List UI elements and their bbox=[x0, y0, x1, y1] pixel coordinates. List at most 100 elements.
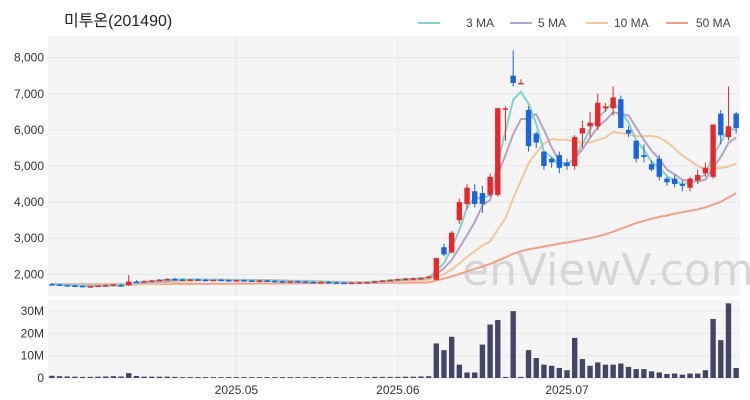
volume-bar bbox=[433, 343, 439, 378]
x-axis-ticks: 2025.05 2025.06 2025.07 bbox=[215, 383, 589, 397]
volume-bar bbox=[718, 340, 724, 378]
volume-bar bbox=[402, 376, 409, 378]
volume-bar bbox=[156, 376, 163, 378]
candle bbox=[510, 50, 516, 87]
volume-bar bbox=[333, 377, 340, 378]
candle bbox=[533, 131, 539, 148]
volume-bar bbox=[702, 370, 709, 378]
candle-body bbox=[472, 191, 478, 204]
candle-body bbox=[402, 278, 409, 281]
candle bbox=[495, 108, 501, 197]
candle bbox=[118, 283, 124, 287]
candle-body bbox=[64, 285, 70, 287]
candle-body bbox=[671, 178, 678, 185]
price-tick-label: 3,000 bbox=[14, 231, 44, 245]
candle bbox=[402, 277, 409, 281]
volume-bar bbox=[241, 377, 247, 378]
candle-body bbox=[733, 113, 739, 129]
volume-bar bbox=[556, 367, 563, 378]
candle-body bbox=[602, 106, 609, 109]
volume-bar bbox=[633, 369, 639, 378]
candle bbox=[372, 280, 378, 283]
volume-bar bbox=[625, 366, 632, 378]
volume-bar bbox=[579, 359, 586, 378]
candle-body bbox=[533, 133, 539, 143]
candle bbox=[387, 279, 393, 282]
candle bbox=[156, 279, 163, 282]
volume-bar bbox=[541, 364, 547, 378]
candle bbox=[79, 285, 86, 288]
candle-body bbox=[548, 158, 555, 163]
candle-body bbox=[249, 280, 255, 282]
candle bbox=[302, 280, 309, 284]
candle-body bbox=[95, 285, 101, 288]
candle-body bbox=[641, 155, 647, 157]
volume-bar bbox=[72, 376, 78, 378]
candle bbox=[102, 284, 109, 287]
volume-bar bbox=[110, 376, 117, 378]
candle-body bbox=[495, 108, 501, 195]
candle bbox=[548, 156, 555, 168]
candle-body bbox=[587, 122, 593, 127]
candle-body bbox=[149, 280, 155, 282]
legend-label-5ma: 5 MA bbox=[538, 16, 566, 30]
candle bbox=[149, 279, 155, 282]
candle bbox=[133, 280, 140, 284]
candle bbox=[87, 285, 93, 288]
candle bbox=[518, 79, 524, 85]
candle-body bbox=[479, 193, 486, 204]
volume-bar bbox=[679, 374, 686, 378]
candle bbox=[641, 144, 647, 163]
candle-body bbox=[541, 151, 547, 166]
candle-body bbox=[141, 281, 147, 283]
volume-bar bbox=[695, 373, 701, 378]
x-tick-label: 2025.05 bbox=[215, 383, 259, 397]
volume-bar bbox=[133, 375, 140, 378]
candle bbox=[195, 278, 201, 281]
volume-bar bbox=[564, 370, 570, 378]
volume-bar bbox=[64, 376, 70, 378]
volume-bar bbox=[495, 320, 501, 378]
candle-body bbox=[395, 279, 401, 281]
candle-body bbox=[656, 158, 662, 177]
candle bbox=[564, 158, 570, 170]
x-grid bbox=[235, 36, 568, 378]
volume-bar bbox=[233, 377, 240, 378]
candle bbox=[64, 284, 70, 287]
volume-bar bbox=[87, 376, 93, 378]
candle bbox=[502, 106, 509, 141]
volume-bar bbox=[648, 371, 655, 378]
volume-bar bbox=[671, 373, 678, 378]
candle-body bbox=[126, 281, 132, 286]
chart-title: 미투온(201490) bbox=[64, 12, 172, 30]
candle bbox=[718, 110, 724, 145]
candle-body bbox=[210, 279, 217, 282]
candle bbox=[341, 281, 347, 285]
volume-bar bbox=[249, 377, 255, 378]
volume-bar bbox=[195, 377, 201, 378]
candle-body bbox=[418, 277, 424, 280]
candle-body bbox=[464, 187, 470, 204]
volume-bar bbox=[95, 376, 101, 378]
volume-bar bbox=[210, 377, 217, 378]
volume-bar bbox=[172, 376, 178, 378]
candle bbox=[364, 281, 370, 284]
volume-bar bbox=[379, 376, 386, 378]
volume-bar bbox=[364, 377, 370, 378]
candle-body bbox=[302, 281, 309, 284]
volume-bar bbox=[418, 376, 424, 378]
candle-body bbox=[448, 232, 455, 253]
volume-grid bbox=[48, 310, 740, 379]
price-tick-label: 6,000 bbox=[14, 123, 44, 137]
legend-label-10ma: 10 MA bbox=[614, 16, 649, 30]
candle-body bbox=[687, 178, 693, 188]
candle-body bbox=[202, 279, 209, 282]
volume-bar bbox=[456, 364, 463, 378]
volume-bar bbox=[425, 376, 432, 378]
volume-bar bbox=[587, 365, 593, 378]
candle bbox=[249, 279, 255, 282]
candle bbox=[241, 279, 247, 282]
candle-body bbox=[679, 184, 686, 186]
candle bbox=[279, 280, 286, 283]
